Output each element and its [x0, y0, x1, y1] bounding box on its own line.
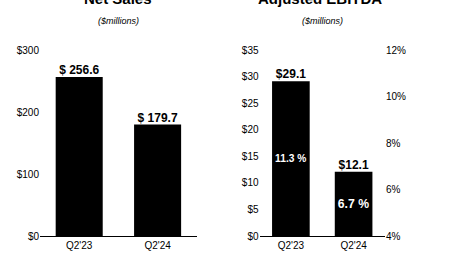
svg-text:8%: 8%	[386, 138, 401, 149]
svg-text:$100: $100	[17, 169, 40, 180]
svg-text:$200: $200	[17, 107, 40, 118]
svg-text:$20: $20	[242, 124, 259, 135]
svg-text:11.3 %: 11.3 %	[275, 153, 306, 164]
svg-text:$300: $300	[17, 45, 40, 56]
svg-text:($millions): ($millions)	[302, 16, 343, 26]
svg-text:$29.1: $29.1	[276, 67, 306, 81]
svg-text:Adjusted EBITDA¹: Adjusted EBITDA¹	[258, 0, 387, 7]
svg-text:$0: $0	[28, 231, 40, 242]
svg-text:$5: $5	[247, 204, 259, 215]
svg-text:$10: $10	[242, 177, 259, 188]
svg-text:$35: $35	[242, 45, 259, 56]
svg-text:$15: $15	[242, 151, 259, 162]
svg-text:$12.1: $12.1	[339, 158, 369, 172]
svg-text:Q2'24: Q2'24	[144, 240, 171, 251]
svg-text:$ 256.6: $ 256.6	[59, 63, 99, 77]
svg-text:Net Sales: Net Sales	[84, 0, 152, 7]
svg-text:$25: $25	[242, 98, 259, 109]
svg-text:10%: 10%	[386, 91, 406, 102]
svg-text:Q2'24: Q2'24	[340, 240, 367, 251]
svg-text:($millions): ($millions)	[98, 16, 139, 26]
svg-text:$ 179.7: $ 179.7	[138, 111, 178, 125]
svg-text:$30: $30	[242, 71, 259, 82]
svg-text:$0: $0	[247, 231, 259, 242]
svg-text:Q2'23: Q2'23	[278, 240, 305, 251]
svg-text:12%: 12%	[386, 45, 406, 56]
svg-text:6.7 %: 6.7 %	[338, 197, 369, 211]
svg-text:Q2'23: Q2'23	[66, 240, 93, 251]
svg-text:4%: 4%	[386, 231, 401, 242]
svg-text:6%: 6%	[386, 184, 401, 195]
